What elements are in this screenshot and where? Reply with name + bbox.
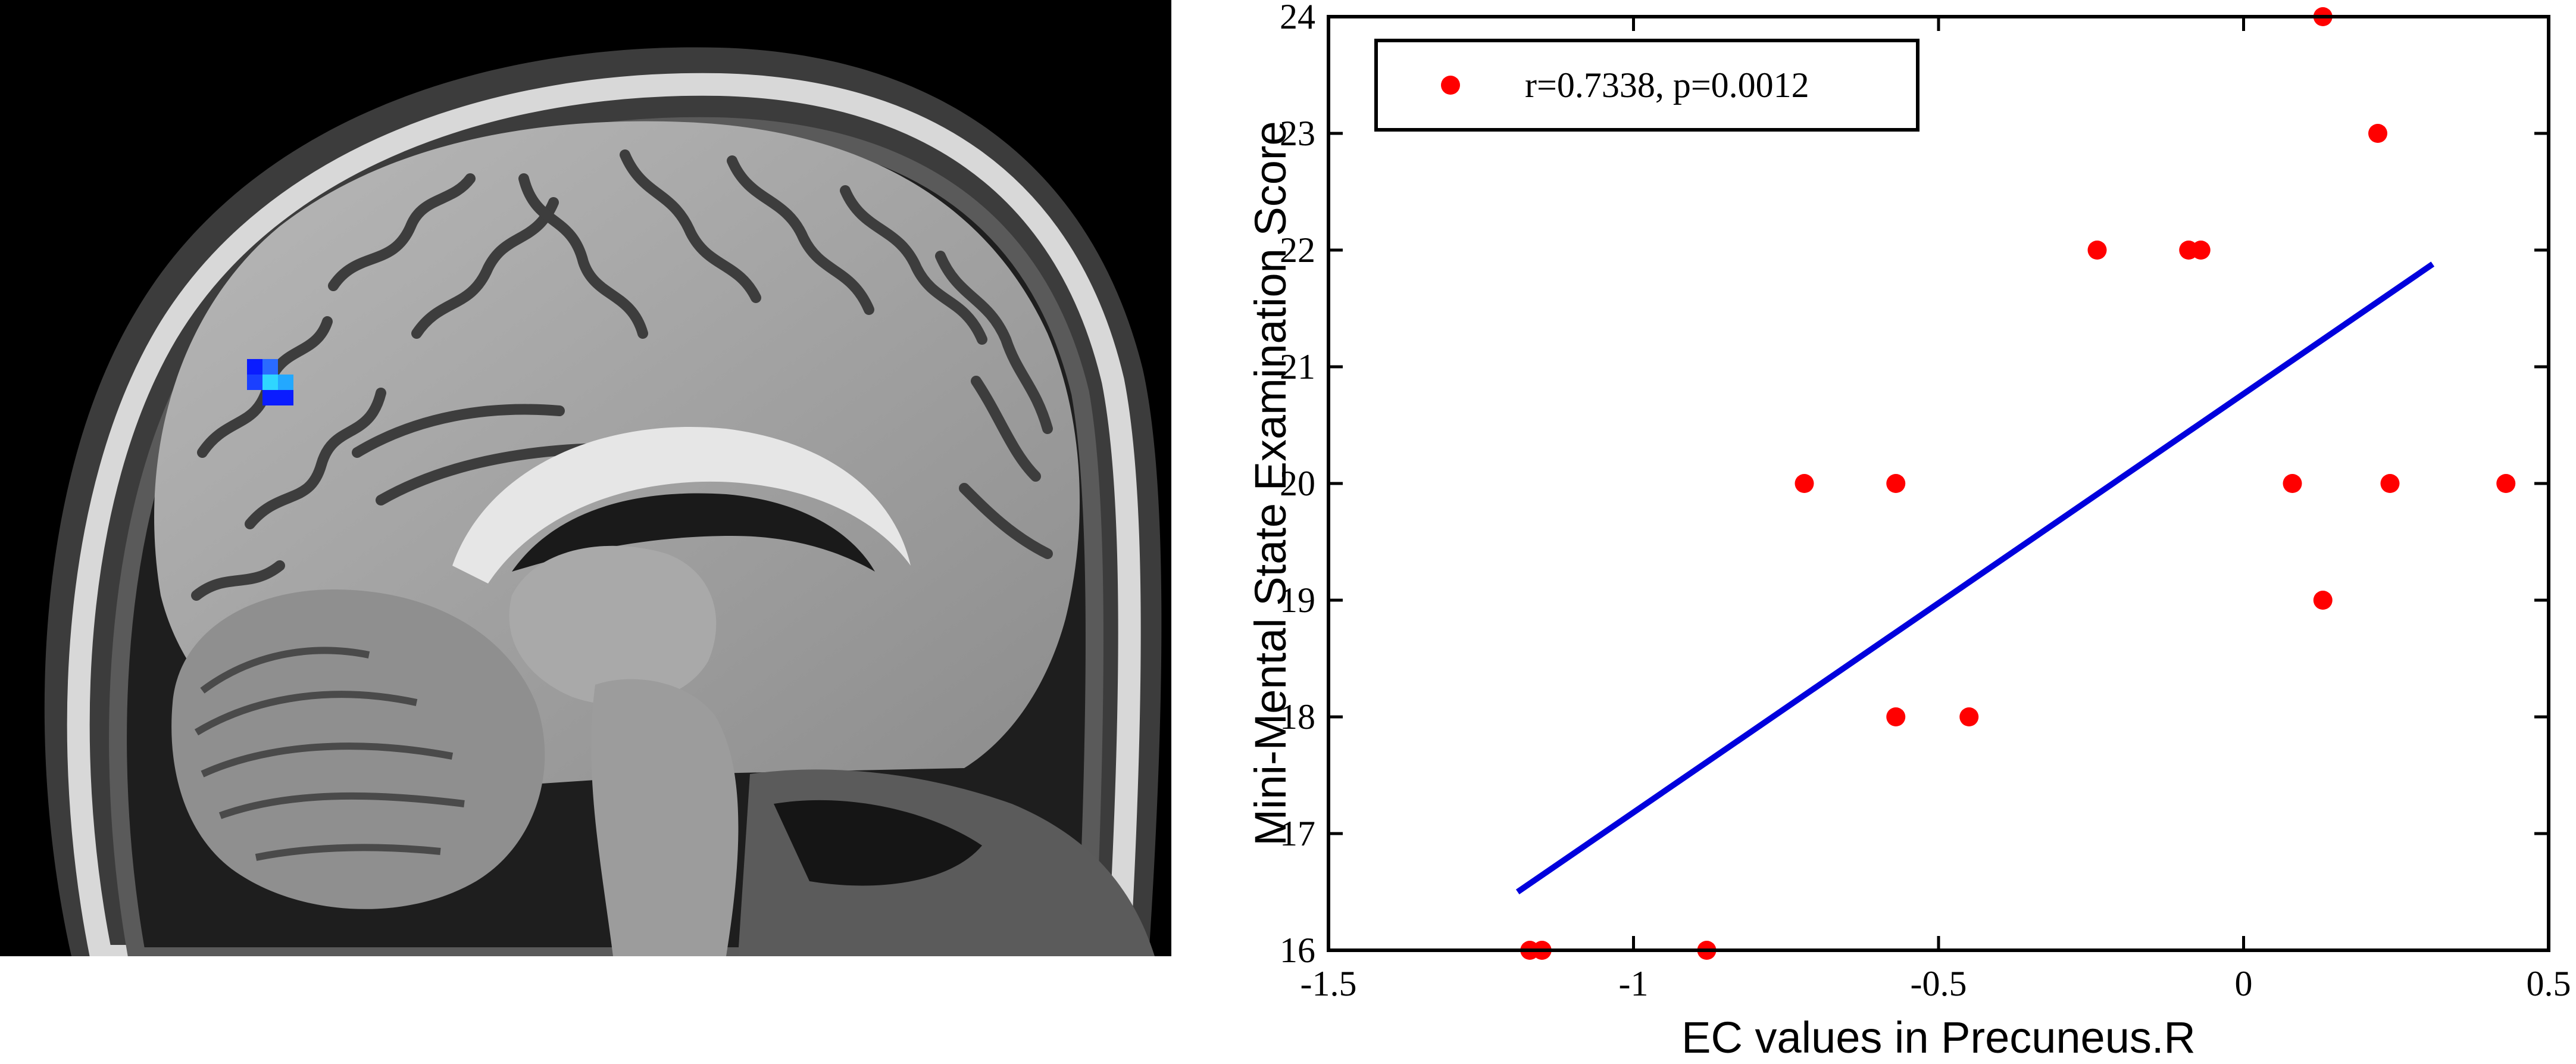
data-point [1959,707,1979,726]
lateral-ventricle [512,493,875,572]
data-point [2191,241,2211,260]
x-tick-label: -0.5 [1911,964,1967,1003]
data-point [1795,474,1814,493]
legend-entry: r=0.7338, p=0.0012 [1525,65,1809,105]
scatter-chart: -1.5 -1 -0.5 0 0.5 16 17 18 19 20 21 22 23 24 EC val… [1246,0,2571,1062]
x-axis-title: EC values in Precuneus.R [1681,1013,2196,1062]
y-tick-label: 16 [1280,931,1315,970]
y-tick-label: 24 [1280,0,1315,36]
activation-voxel [278,390,293,405]
cerebellar-folia [194,647,465,861]
x-tick-label: 0 [2235,964,2253,1003]
data-point [1886,474,1906,493]
activation-voxel [278,375,293,390]
activation-voxel [262,359,278,375]
activation-voxel [247,375,262,390]
x-tick-label: -1 [1619,964,1649,1003]
y-tick-label: 19 [1280,581,1315,620]
legend-box [1374,39,1920,132]
data-point [2368,124,2387,143]
brainstem [591,679,739,956]
data-point [2380,474,2400,493]
activation-voxel [247,359,262,375]
activation-voxel [262,390,278,405]
data-point [2283,474,2302,493]
precuneus-activation-cluster [247,359,293,405]
x-tick-label: 0.5 [2527,964,2571,1003]
y-tick-label: 20 [1280,464,1315,503]
y-tick-label: 23 [1280,114,1315,153]
sulci-pattern [191,149,1053,601]
y-tick-label: 21 [1280,347,1315,386]
y-axis-ticks: 16 17 18 19 20 21 22 23 24 [1280,0,2549,970]
legend-marker [1441,76,1460,95]
brain-mri-panel [0,0,1171,956]
data-point [2496,474,2516,493]
x-axis-ticks: -1.5 -1 -0.5 0 0.5 [1300,17,2571,1003]
chart-marks [1515,7,2516,960]
regression-line [1515,261,2435,895]
activation-voxel [262,375,278,390]
data-point [2087,241,2107,260]
legend: r=0.7338, p=0.0012 [1374,39,1920,132]
y-axis-title: Mini-Mental State Examination Score [1246,121,1295,845]
y-tick-label: 17 [1280,814,1315,853]
thalamus [509,545,717,705]
data-point [1886,707,1906,726]
data-point [2313,591,2333,610]
x-tick-label: -1.5 [1300,964,1357,1003]
plot-area-frame [1327,15,2550,952]
y-tick-label: 22 [1280,230,1315,270]
corpus-callosum [452,426,911,584]
y-tick-label: 18 [1280,697,1315,737]
sinus-dark-region [774,800,982,886]
skull-bright-rim [67,73,1141,956]
